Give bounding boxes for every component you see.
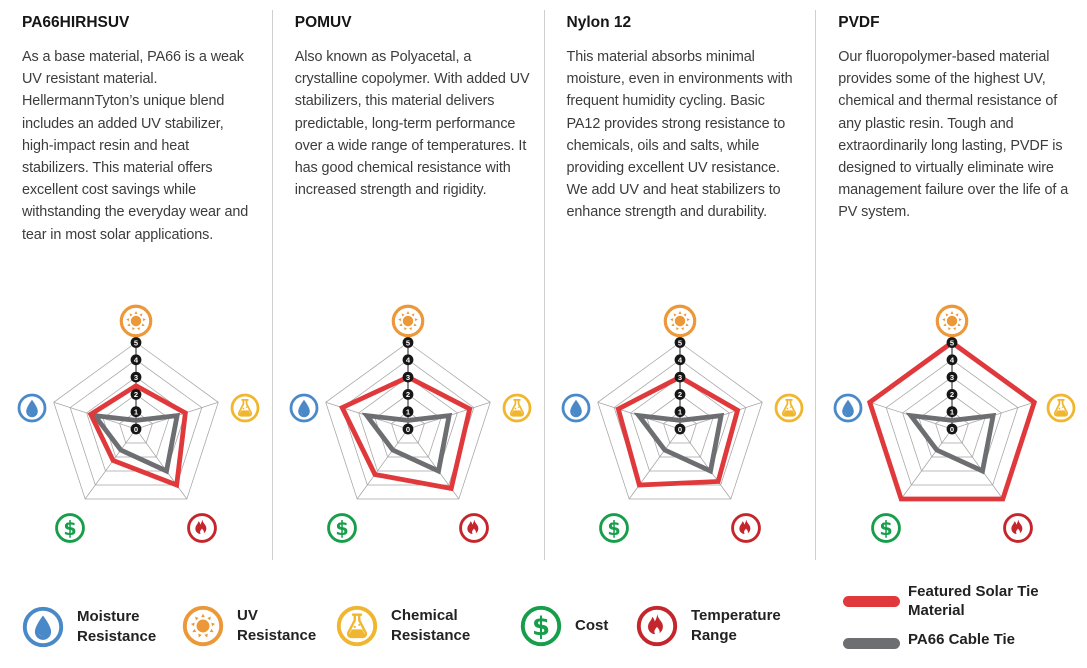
legend-item-chemical: Chemical Resistance [336, 605, 483, 647]
legend-item-moisture: Moisture Resistance [22, 606, 169, 648]
svg-text:5: 5 [678, 338, 683, 347]
legend: Moisture Resistance UV Resistance Chemic… [0, 578, 1087, 668]
svg-text:4: 4 [950, 356, 955, 365]
svg-text:1: 1 [950, 408, 955, 417]
radar-chart-pa66hirhsuv: 0 1 2 3 4 5 [0, 298, 272, 560]
legend-item-temperature: Temperature Range [636, 605, 816, 647]
svg-text:1: 1 [134, 408, 139, 417]
legend-label: Cost [575, 617, 609, 635]
svg-text:2: 2 [950, 390, 954, 399]
chemical-flask-icon [336, 605, 378, 647]
material-description: As a base material, PA66 is a weak UV re… [22, 49, 249, 243]
svg-text:0: 0 [134, 425, 138, 434]
legend-item-cost: Cost [520, 605, 608, 647]
baseline-series-label: PA66 Cable Tie [908, 631, 1015, 648]
radar-chart-nylon12: 0 1 2 3 4 5 [545, 298, 816, 560]
material-title: Nylon 12 [566, 14, 632, 31]
material-description: Also known as Polyacetal, a crystalline … [294, 49, 530, 199]
material-columns: PA66HIRHSUV As a base material, PA66 is … [0, 10, 1087, 560]
svg-text:5: 5 [134, 338, 139, 347]
radar-chart-pomuv: 0 1 2 3 4 5 [273, 298, 544, 560]
legend-label: Chemical Resistance [391, 607, 471, 644]
legend-label: Temperature Range [691, 607, 781, 644]
radar-chart-pvdf: 0 1 2 3 4 5 [816, 298, 1087, 560]
svg-text:4: 4 [134, 356, 139, 365]
svg-text:5: 5 [406, 338, 411, 347]
moisture-drop-icon [22, 606, 64, 648]
svg-text:2: 2 [406, 390, 410, 399]
baseline-series-swatch [843, 638, 900, 649]
cost-dollar-icon [520, 605, 562, 647]
svg-text:3: 3 [950, 373, 954, 382]
material-title: POMUV [294, 14, 352, 31]
temperature-flame-icon [636, 605, 678, 647]
svg-text:3: 3 [406, 373, 410, 382]
svg-text:4: 4 [678, 356, 683, 365]
radar-plot: 0 1 2 3 4 5 [325, 337, 491, 500]
legend-label: UV Resistance [237, 607, 317, 644]
svg-text:5: 5 [950, 338, 955, 347]
column-nylon12: Nylon 12 This material absorbs minimal m… [543, 10, 816, 560]
legend-item-uv: UV Resistance [182, 605, 329, 647]
material-title: PVDF [838, 14, 880, 31]
column-pa66hirhsuv: PA66HIRHSUV As a base material, PA66 is … [0, 10, 272, 560]
material-description: This material absorbs minimal moisture, … [566, 49, 793, 221]
svg-text:1: 1 [406, 408, 411, 417]
svg-text:0: 0 [950, 425, 954, 434]
material-description: Our fluoropolymer-based material provide… [838, 49, 1069, 221]
svg-text:0: 0 [406, 425, 410, 434]
featured-series-swatch [843, 596, 900, 607]
radar-plot: 0 1 2 3 4 5 [866, 337, 1037, 502]
featured-series-label: Featured Solar Tie Material [908, 583, 1039, 619]
column-pvdf: PVDF Our fluoropolymer-based material pr… [815, 10, 1087, 560]
material-title: PA66HIRHSUV [22, 14, 130, 31]
radar-plot: 0 1 2 3 4 5 [53, 337, 219, 500]
column-pomuv: POMUV Also known as Polyacetal, a crysta… [271, 10, 544, 560]
svg-text:1: 1 [678, 408, 683, 417]
svg-text:2: 2 [678, 390, 682, 399]
svg-text:3: 3 [134, 373, 138, 382]
legend-label: Moisture Resistance [77, 608, 157, 645]
radar-plot: 0 1 2 3 4 5 [597, 337, 763, 500]
svg-text:3: 3 [678, 373, 682, 382]
svg-text:0: 0 [678, 425, 682, 434]
uv-sun-icon [182, 605, 224, 647]
svg-text:2: 2 [134, 390, 138, 399]
svg-text:4: 4 [406, 356, 411, 365]
